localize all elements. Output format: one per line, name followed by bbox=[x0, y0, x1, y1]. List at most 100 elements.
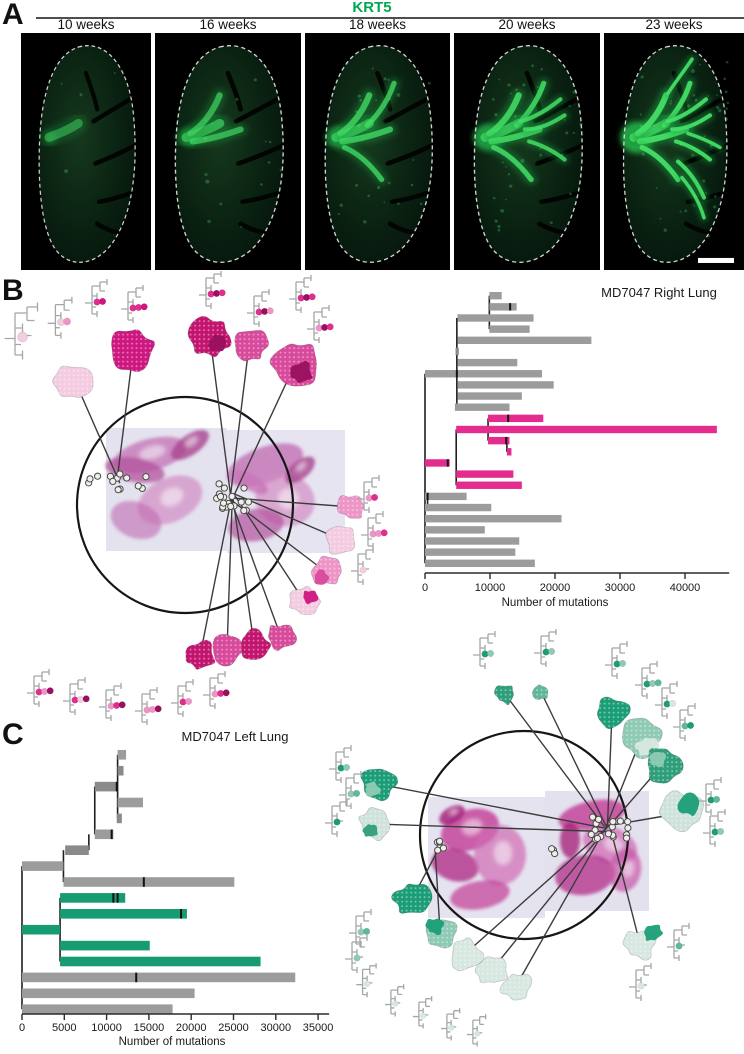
krt5-speckle bbox=[717, 108, 722, 113]
phylogeny-branches bbox=[357, 475, 380, 513]
krt5-signal-branch bbox=[686, 131, 722, 150]
micrograph-18-weeks bbox=[305, 33, 450, 270]
right-lung-clone-map bbox=[4, 271, 388, 725]
lobe-outline-dashed bbox=[473, 45, 583, 263]
fissure-line bbox=[96, 186, 146, 204]
clone-patch-texture bbox=[289, 586, 321, 615]
sample-link-line bbox=[229, 498, 327, 573]
krt5-signal-branch bbox=[491, 144, 534, 183]
clone-phylogeny-glyph bbox=[325, 799, 348, 837]
sample-link-line bbox=[609, 825, 641, 945]
clone-patch-texture bbox=[188, 316, 232, 357]
krt5-speckle bbox=[572, 90, 576, 94]
krt5-speckle bbox=[698, 102, 702, 107]
tissue-section bbox=[228, 508, 284, 542]
bar-tick-mark bbox=[455, 370, 458, 378]
sample-link-line bbox=[606, 712, 613, 826]
sample-point bbox=[624, 818, 632, 826]
clone-dot bbox=[218, 289, 226, 297]
tissue-section bbox=[226, 443, 304, 487]
clone-phylogeny-glyph bbox=[4, 302, 39, 360]
tissue-section bbox=[255, 473, 315, 527]
krt5-signal-branch bbox=[680, 175, 706, 220]
clone-patch-texture bbox=[622, 930, 657, 961]
krt5-signal-branch bbox=[187, 92, 223, 137]
phylogeny-branches bbox=[289, 275, 312, 313]
krt5-speckle bbox=[497, 224, 501, 229]
krt5-speckle bbox=[240, 225, 243, 228]
krt5-speckle bbox=[684, 209, 688, 213]
clone-dot bbox=[649, 679, 657, 687]
clone-patch-texture bbox=[268, 624, 297, 651]
clone-patch bbox=[596, 696, 631, 730]
fissure-line bbox=[685, 186, 739, 204]
clone-patch bbox=[360, 768, 399, 802]
clone-patch bbox=[241, 627, 272, 661]
mutation-bar bbox=[425, 459, 450, 467]
clone-phylogeny-glyph bbox=[121, 285, 148, 323]
clone-dot bbox=[303, 293, 311, 301]
clone-dot bbox=[179, 698, 187, 706]
clone-patch-texture bbox=[111, 329, 155, 372]
fissure-line bbox=[537, 221, 580, 237]
clone-patch bbox=[658, 790, 705, 833]
sample-point bbox=[214, 493, 222, 501]
krt5-speckle bbox=[716, 105, 720, 110]
clone-subpatch bbox=[314, 569, 330, 585]
clone-dot bbox=[707, 796, 715, 804]
phylogeny-branches bbox=[135, 687, 158, 725]
krt5-speckle bbox=[639, 124, 643, 128]
clone-dot bbox=[255, 308, 263, 316]
clone-dot bbox=[143, 706, 151, 714]
sample-link-line bbox=[231, 497, 353, 508]
sample-point bbox=[591, 826, 599, 834]
mutation-bar bbox=[455, 347, 459, 356]
clone-patch-texture bbox=[425, 919, 458, 949]
clone-dot bbox=[343, 763, 351, 771]
clone-patch bbox=[358, 807, 391, 842]
krt5-signal-branch bbox=[364, 80, 397, 128]
x-tick-label: 20000 bbox=[176, 1022, 207, 1034]
krt5-signal-branch bbox=[341, 144, 385, 183]
phylogeny-branches bbox=[99, 683, 122, 721]
clone-patch-texture bbox=[241, 628, 271, 660]
lobe-body bbox=[39, 45, 136, 263]
krt5-speckle bbox=[522, 83, 526, 87]
clone-dot bbox=[17, 331, 28, 343]
histology-slide bbox=[428, 797, 545, 918]
clone-dot bbox=[365, 494, 373, 502]
phylogeny-branches bbox=[361, 511, 384, 549]
sample-point bbox=[551, 849, 559, 858]
tissue-section bbox=[582, 825, 638, 865]
krt5-speckle bbox=[412, 159, 415, 161]
lobe-outline-dashed bbox=[174, 45, 284, 263]
mutation-bar bbox=[65, 845, 89, 855]
bar-tick-mark bbox=[116, 893, 119, 903]
micrograph-20-weeks bbox=[454, 33, 600, 270]
krt5-speckle bbox=[663, 228, 667, 232]
sample-link-line bbox=[233, 493, 343, 541]
fissure-line bbox=[236, 136, 300, 166]
phylogeny-branches bbox=[412, 996, 433, 1029]
krt5-speckle bbox=[387, 78, 390, 81]
sample-point bbox=[113, 474, 121, 482]
sample-point bbox=[223, 503, 231, 511]
krt5-speckle bbox=[707, 95, 710, 97]
tissue-section bbox=[171, 429, 209, 461]
mutation-bar bbox=[425, 370, 542, 378]
krt5-signal-branch bbox=[337, 92, 373, 137]
krt5-speckle bbox=[375, 99, 378, 102]
phylogeny-branches bbox=[605, 641, 628, 679]
tissue-section bbox=[285, 456, 315, 484]
clone-phylogeny-glyph bbox=[199, 271, 226, 309]
clone-phylogeny-glyph bbox=[629, 963, 652, 1001]
clone-phylogeny-glyph bbox=[384, 984, 405, 1017]
clone-patch bbox=[325, 525, 356, 555]
mutation-bar bbox=[116, 813, 122, 824]
krt5-signal-branch bbox=[339, 126, 394, 145]
sample-point bbox=[134, 482, 142, 490]
mutation-bar bbox=[457, 381, 554, 389]
airway-lumen bbox=[160, 487, 184, 507]
phylogeny-branches bbox=[307, 305, 330, 343]
